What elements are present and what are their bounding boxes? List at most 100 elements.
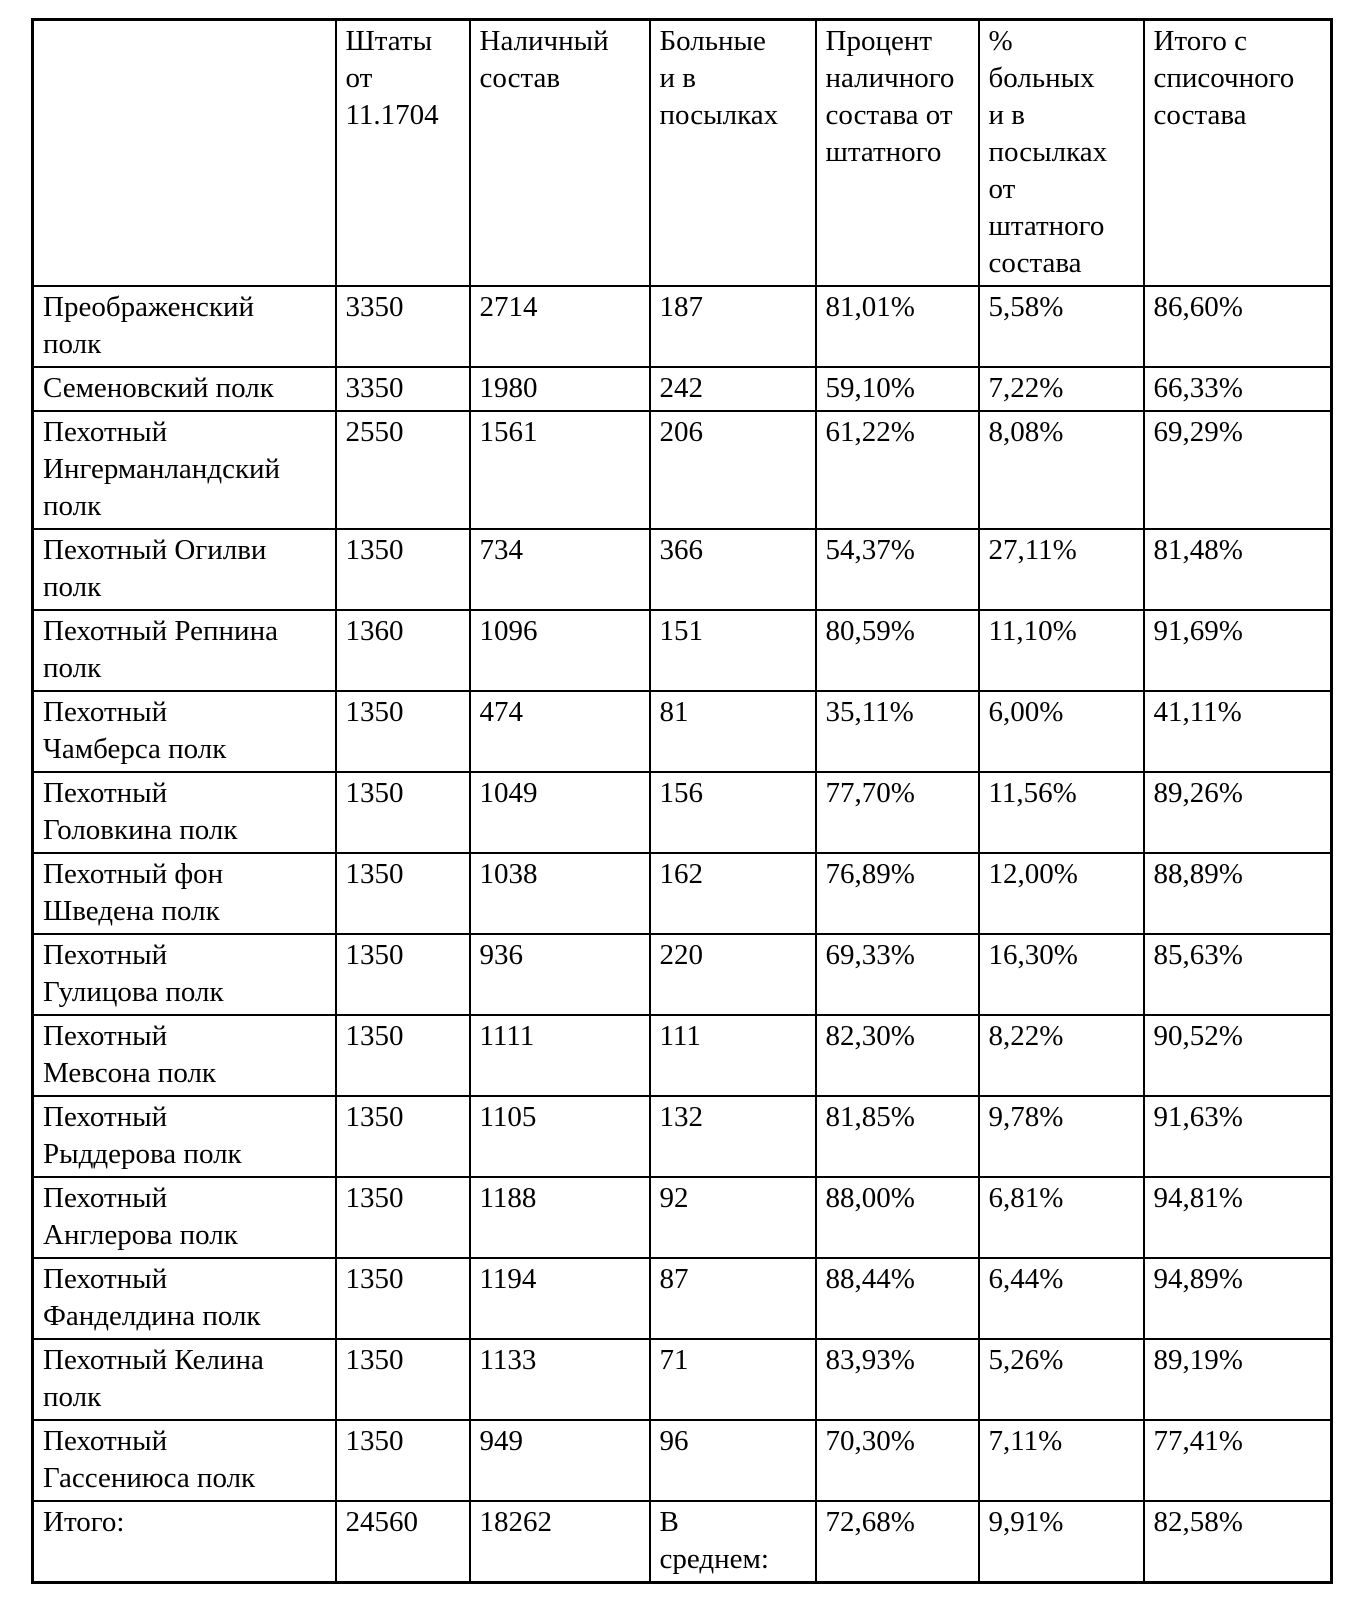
data-cell: 1096	[468, 609, 651, 692]
data-cell: 1350	[334, 690, 471, 773]
data-cell: 9,91%	[977, 1500, 1145, 1584]
data-cell: 96	[648, 1419, 817, 1502]
data-cell: 220	[648, 933, 817, 1016]
regiment-name-cell: Пехотный Фанделдина полк	[31, 1257, 337, 1340]
data-cell: 151	[648, 609, 817, 692]
regiment-name-cell: Пехотный Гулицова полк	[31, 933, 337, 1016]
data-cell: 132	[648, 1095, 817, 1178]
data-cell: 59,10%	[814, 366, 980, 412]
header-cell-nalichny-sostav: Наличный состав	[468, 18, 651, 287]
data-cell: 86,60%	[1142, 285, 1333, 368]
data-cell: 24560	[334, 1500, 471, 1584]
data-cell: 1561	[468, 410, 651, 530]
data-cell: 54,37%	[814, 528, 980, 611]
data-cell: 94,89%	[1142, 1257, 1333, 1340]
data-cell: 1350	[334, 771, 471, 854]
data-cell: 94,81%	[1142, 1176, 1333, 1259]
data-cell: 61,22%	[814, 410, 980, 530]
data-cell: 6,00%	[977, 690, 1145, 773]
header-row: Штаты от 11.1704 Наличный состав Больные…	[31, 18, 1333, 287]
data-cell: 111	[648, 1014, 817, 1097]
table-row: Пехотный Чамберса полк 1350 474 81 35,11% 6,0…	[31, 690, 1333, 773]
data-cell: 12,00%	[977, 852, 1145, 935]
data-cell: 1111	[468, 1014, 651, 1097]
data-cell: 1133	[468, 1338, 651, 1421]
header-cell-itogo: Итого с списочного состава	[1142, 18, 1333, 287]
data-cell: 92	[648, 1176, 817, 1259]
data-cell: 91,69%	[1142, 609, 1333, 692]
regiment-name-cell: Пехотный Келина полк	[31, 1338, 337, 1421]
data-cell: 27,11%	[977, 528, 1145, 611]
data-cell: 1038	[468, 852, 651, 935]
data-cell: 1350	[334, 852, 471, 935]
regiment-name-cell: Пехотный Огилви полк	[31, 528, 337, 611]
data-cell: 11,56%	[977, 771, 1145, 854]
table-row: Пехотный Англерова полк 1350 1188 92 88,00% 6…	[31, 1176, 1333, 1259]
table-row: Пехотный Фанделдина полк 1350 1194 87 88,44%…	[31, 1257, 1333, 1340]
data-cell: 7,11%	[977, 1419, 1145, 1502]
data-cell: 16,30%	[977, 933, 1145, 1016]
data-cell: 82,58%	[1142, 1500, 1333, 1584]
data-cell: 1105	[468, 1095, 651, 1178]
table-row: Пехотный фон Шведена полк 1350 1038 162 76,8…	[31, 852, 1333, 935]
data-cell: 2550	[334, 410, 471, 530]
data-cell: 90,52%	[1142, 1014, 1333, 1097]
regiment-name-cell: Пехотный Рыддерова полк	[31, 1095, 337, 1178]
data-cell: 5,26%	[977, 1338, 1145, 1421]
data-cell: 88,44%	[814, 1257, 980, 1340]
data-cell: 81,85%	[814, 1095, 980, 1178]
data-cell: 242	[648, 366, 817, 412]
data-cell: 69,29%	[1142, 410, 1333, 530]
data-cell: 187	[648, 285, 817, 368]
data-cell: 366	[648, 528, 817, 611]
data-cell: 1350	[334, 1338, 471, 1421]
regiment-name-cell: Пехотный Чамберса полк	[31, 690, 337, 773]
data-cell: 9,78%	[977, 1095, 1145, 1178]
data-cell: 88,89%	[1142, 852, 1333, 935]
data-cell: 1049	[468, 771, 651, 854]
header-cell-pct-nalichnogo: Процент наличного состава от штатного	[814, 18, 980, 287]
regiment-name-cell: Преображенский полк	[31, 285, 337, 368]
table-row: Семеновский полк 3350 1980 242 59,10% 7,22% 66…	[31, 366, 1333, 412]
regiment-name-cell: Пехотный Гассениюса полк	[31, 1419, 337, 1502]
data-cell: 6,81%	[977, 1176, 1145, 1259]
data-cell: 734	[468, 528, 651, 611]
data-cell: 1350	[334, 1257, 471, 1340]
data-cell: 81,48%	[1142, 528, 1333, 611]
data-cell: 70,30%	[814, 1419, 980, 1502]
data-cell: 89,26%	[1142, 771, 1333, 854]
data-cell: 82,30%	[814, 1014, 980, 1097]
data-cell: 206	[648, 410, 817, 530]
data-cell: 77,70%	[814, 771, 980, 854]
data-cell: 5,58%	[977, 285, 1145, 368]
data-cell: 1350	[334, 528, 471, 611]
data-cell: 1350	[334, 1014, 471, 1097]
regiment-name-cell: Итого:	[31, 1500, 337, 1584]
data-cell: 1360	[334, 609, 471, 692]
data-cell: 1350	[334, 1419, 471, 1502]
data-cell: 7,22%	[977, 366, 1145, 412]
data-cell: В среднем:	[648, 1500, 817, 1584]
data-cell: 1350	[334, 1176, 471, 1259]
regiment-name-cell: Пехотный Головкина полк	[31, 771, 337, 854]
header-cell-pct-bolnykh: % больных и в посылках от штатного соста…	[977, 18, 1145, 287]
regiment-name-cell: Пехотный Англерова полк	[31, 1176, 337, 1259]
table-row: Пехотный Рыддерова полк 1350 1105 132 81,85%…	[31, 1095, 1333, 1178]
data-cell: 1980	[468, 366, 651, 412]
data-cell: 3350	[334, 285, 471, 368]
data-cell: 8,22%	[977, 1014, 1145, 1097]
data-cell: 87	[648, 1257, 817, 1340]
regiment-name-cell: Пехотный Мевсона полк	[31, 1014, 337, 1097]
header-cell-shtaty: Штаты от 11.1704	[334, 18, 471, 287]
data-cell: 69,33%	[814, 933, 980, 1016]
data-cell: 88,00%	[814, 1176, 980, 1259]
data-cell: 91,63%	[1142, 1095, 1333, 1178]
table-row: Пехотный Головкина полк 1350 1049 156 77,70%…	[31, 771, 1333, 854]
table-row: Итого: 24560 18262 В среднем: 72,68% 9,91% 82,…	[31, 1500, 1333, 1584]
data-cell: 1194	[468, 1257, 651, 1340]
data-cell: 3350	[334, 366, 471, 412]
header-cell-regiment	[31, 18, 337, 287]
data-cell: 77,41%	[1142, 1419, 1333, 1502]
header-cell-bolnye: Больные и в посылках	[648, 18, 817, 287]
data-cell: 8,08%	[977, 410, 1145, 530]
